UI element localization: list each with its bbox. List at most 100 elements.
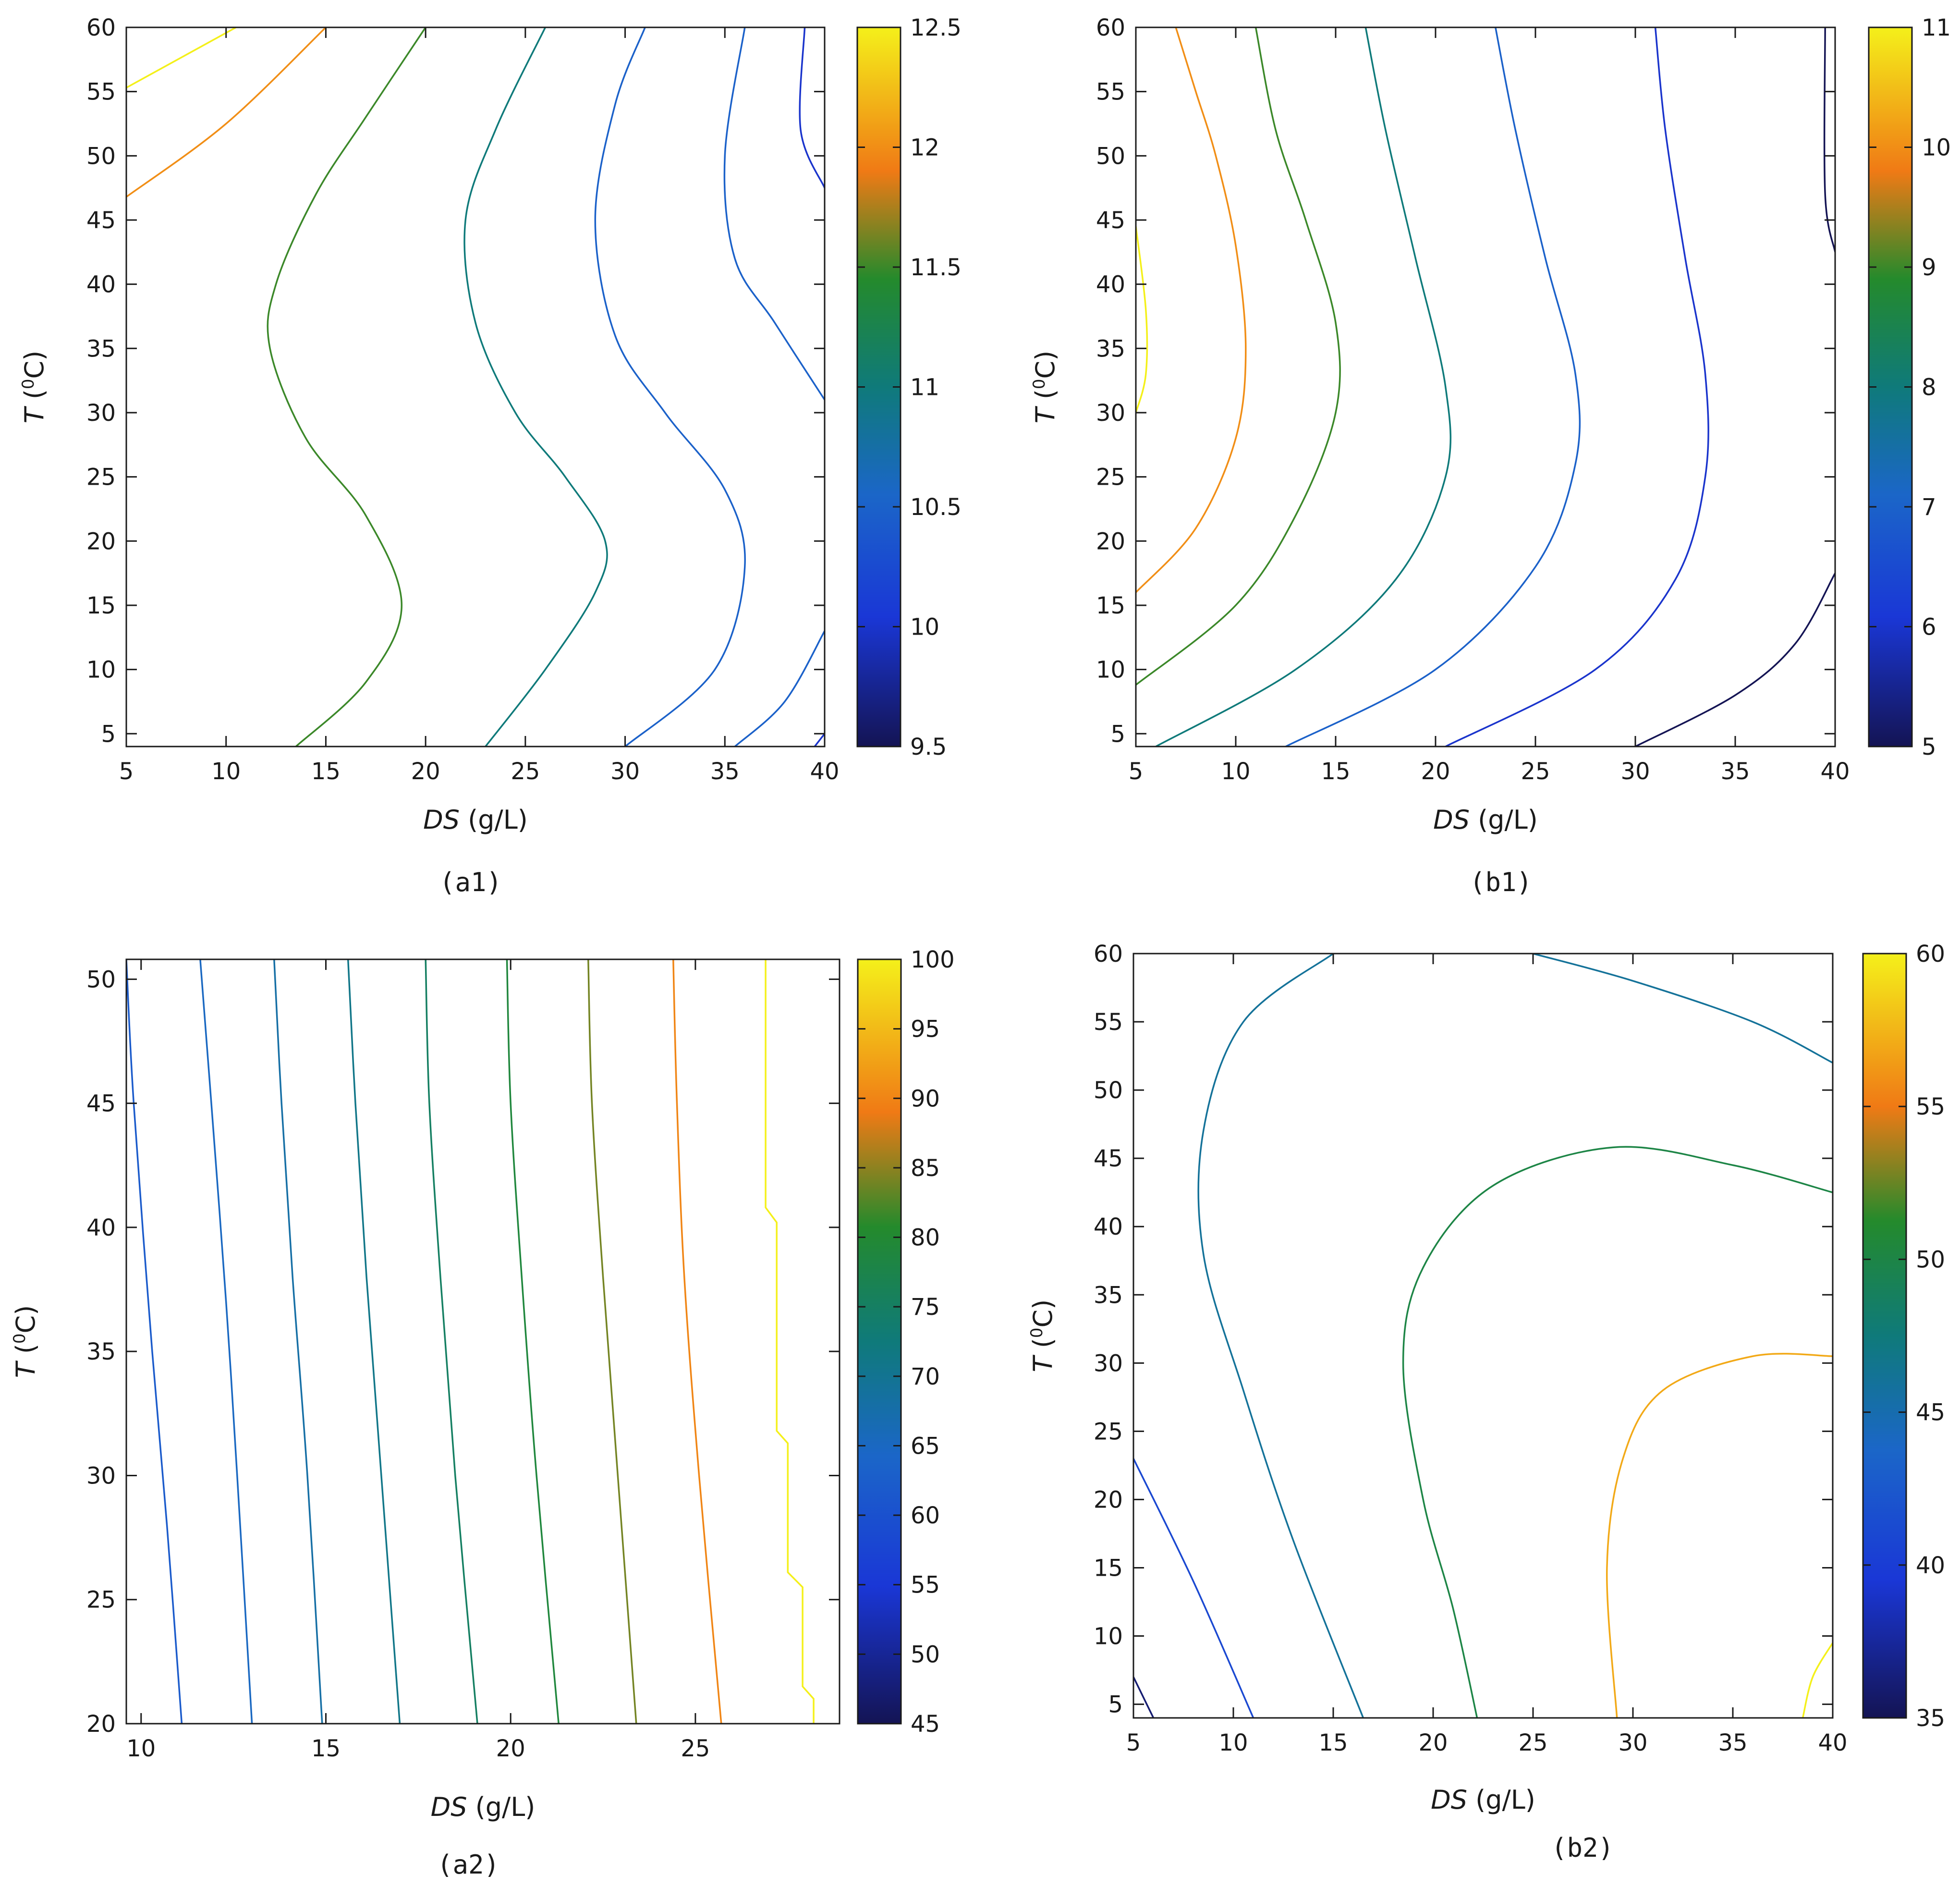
panel-b2: 5 10 15 20 25 30 35 40 5 10 15 20 25 30 35 40 45 50 55 60 DS… — [1027, 941, 1945, 1863]
colorbar-tick-label: 11 — [910, 374, 939, 401]
y-tick-label: 35 — [86, 1338, 116, 1365]
x-tick-label: 5 — [119, 758, 134, 785]
contour-line — [1133, 1458, 1254, 1718]
y-axis-label: T (0C) — [10, 1305, 41, 1378]
contour-line — [799, 27, 825, 188]
x-tick-label: 40 — [1818, 1729, 1847, 1756]
colorbar-tick-label: 75 — [911, 1294, 940, 1321]
y-tick-label: 40 — [1096, 271, 1125, 298]
panel-caption: (a2) — [437, 1850, 499, 1880]
x-axis-label: DS (g/L) — [1433, 805, 1538, 835]
y-tick-label: 30 — [86, 400, 116, 427]
colorbar-tick-label: 10 — [910, 614, 939, 641]
colorbar-tick-label: 55 — [1916, 1093, 1945, 1120]
axes-frame-a2 — [125, 958, 840, 1725]
contour-line — [126, 27, 327, 198]
panel-caption: (b2) — [1551, 1833, 1614, 1863]
y-tick-label: 5 — [1108, 1691, 1123, 1718]
contour-line — [587, 959, 637, 1724]
contours-a2 — [126, 959, 815, 1724]
contour-line — [1823, 27, 1835, 253]
y-tick-label: 30 — [1096, 400, 1125, 427]
y-tick-label: 25 — [1096, 464, 1125, 491]
y-tick-label: 40 — [86, 271, 116, 298]
x-tick-label: 40 — [1820, 758, 1850, 785]
colorbar-tick-label: 40 — [1916, 1552, 1945, 1579]
colorbar-tick-label: 65 — [911, 1433, 940, 1459]
y-tick-label: 25 — [86, 464, 116, 491]
colorbar-tick-label: 12.5 — [910, 14, 962, 41]
x-tick-label: 10 — [1221, 758, 1250, 785]
y-tick-label: 55 — [86, 79, 116, 106]
contour-line — [814, 733, 825, 747]
contour-line — [1155, 27, 1452, 747]
y-tick-label: 60 — [1096, 14, 1125, 41]
contour-line — [126, 27, 237, 89]
y-tick-label: 35 — [1094, 1282, 1123, 1309]
contour-line — [463, 27, 608, 747]
y-tick-label: 55 — [1096, 79, 1125, 106]
colorbar-tick-label: 10 — [1922, 135, 1951, 161]
x-tick-label: 40 — [810, 758, 839, 785]
contour-line — [347, 959, 401, 1724]
y-tick-label: 5 — [1110, 721, 1125, 747]
colorbar-tick-label: 60 — [1916, 941, 1945, 968]
y-tick-label: 25 — [86, 1587, 116, 1614]
y-tick-label: 45 — [86, 1091, 116, 1117]
colorbar-tick-label: 55 — [911, 1572, 940, 1599]
axes-frame-b1 — [1135, 26, 1836, 747]
colorbar-tick-label: 95 — [911, 1016, 940, 1043]
y-axis-label: T (0C) — [1027, 1299, 1058, 1372]
colorbar-tick-label: 100 — [911, 946, 955, 973]
x-axis-label: DS (g/L) — [1431, 1785, 1535, 1815]
y-tick-label: 20 — [86, 528, 116, 555]
colorbar-tick-label: 9 — [1922, 254, 1936, 281]
x-tick-label: 25 — [1518, 1729, 1547, 1756]
x-tick-label: 10 — [1218, 1729, 1248, 1756]
y-tick-label: 25 — [1094, 1418, 1123, 1445]
x-tick-label: 25 — [681, 1735, 710, 1762]
y-tick-label: 30 — [86, 1462, 116, 1489]
colorbar-tick-label: 50 — [911, 1641, 940, 1668]
y-tick-label: 40 — [86, 1214, 116, 1241]
y-tick-label: 60 — [86, 14, 116, 41]
y-tick-label: 45 — [1094, 1145, 1123, 1172]
y-tick-label: 35 — [86, 335, 116, 362]
x-tick-label: 15 — [311, 1735, 341, 1762]
colorbar-tick-label: 60 — [911, 1502, 940, 1529]
y-tick-label: 45 — [86, 207, 116, 234]
x-tick-label: 25 — [1521, 758, 1550, 785]
contour-line — [1133, 1677, 1155, 1718]
x-tick-label: 25 — [511, 758, 540, 785]
contour-line — [273, 959, 323, 1724]
x-axis-label: DS (g/L) — [423, 805, 528, 835]
x-tick-label: 35 — [1720, 758, 1750, 785]
x-tick-label: 30 — [1618, 1729, 1647, 1756]
axes-frame-a1 — [125, 26, 826, 747]
contour-line — [672, 959, 722, 1724]
y-tick-label: 50 — [86, 143, 116, 170]
x-tick-label: 30 — [610, 758, 640, 785]
contour-line — [734, 630, 825, 747]
x-tick-label: 15 — [311, 758, 341, 785]
y-tick-label: 20 — [86, 1711, 116, 1738]
colorbar-tick-label: 8 — [1922, 374, 1936, 401]
colorbar-tick-label: 35 — [1916, 1705, 1945, 1732]
x-tick-label: 5 — [1129, 758, 1144, 785]
colorbar-tick-label: 90 — [911, 1085, 940, 1112]
contour-line — [199, 959, 253, 1724]
contour-line — [425, 959, 478, 1724]
y-tick-label: 30 — [1094, 1350, 1123, 1377]
contour-line — [765, 959, 815, 1724]
contour-line — [1136, 226, 1148, 413]
colorbar-tick-label: 5 — [1922, 734, 1936, 760]
y-tick-label: 15 — [1094, 1555, 1123, 1581]
contours-b1 — [1136, 27, 1835, 747]
y-tick-label: 10 — [1094, 1623, 1123, 1650]
colorbar-tick-label: 45 — [1916, 1399, 1945, 1426]
x-tick-label: 15 — [1321, 758, 1350, 785]
y-tick-label: 50 — [86, 966, 116, 993]
contour-line — [1445, 27, 1709, 747]
contours-a1 — [126, 27, 825, 747]
